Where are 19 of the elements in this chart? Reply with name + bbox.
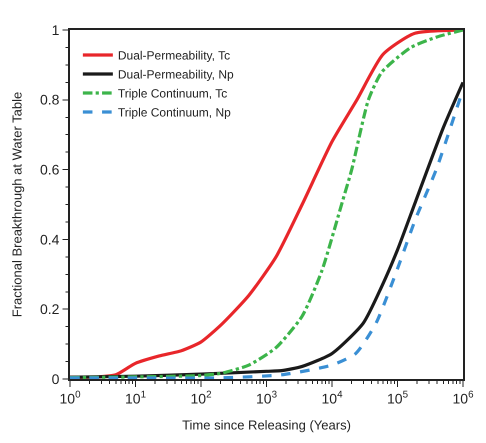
x-tick-label: 10$^{6}$ <box>452 390 474 407</box>
y-tick-label: 0.6 <box>40 162 60 178</box>
y-tick-label: 1 <box>52 22 60 38</box>
y-axis-title: Fractional Breakthrough at Water Table <box>9 92 24 318</box>
legend-label: Dual-Permeability, Np <box>118 68 234 82</box>
x-tick-label: 10$^{3}$ <box>256 390 278 407</box>
y-tick-label: 0 <box>52 370 60 387</box>
y-tick-label: 0.2 <box>40 301 60 318</box>
x-tick-label: 10$^{5}$ <box>386 390 409 407</box>
legend-label: Triple Continuum, Np <box>118 106 232 120</box>
x-tick-label: 10$^{0}$ <box>59 390 82 407</box>
x-tick-label: 10$^{2}$ <box>190 390 212 407</box>
legend-label: Triple Continuum, Tc <box>118 86 228 101</box>
x-tick-label: 10$^{1}$ <box>124 390 146 407</box>
x-axis-title: Time since Releasing (Years) <box>182 418 351 433</box>
x-tick-label: 10$^{4}$ <box>321 390 344 407</box>
y-tick-label: 0.8 <box>40 92 60 108</box>
y-tick-label: 0.4 <box>40 231 60 248</box>
legend-label: Dual-Permeability, Tc <box>118 48 230 63</box>
